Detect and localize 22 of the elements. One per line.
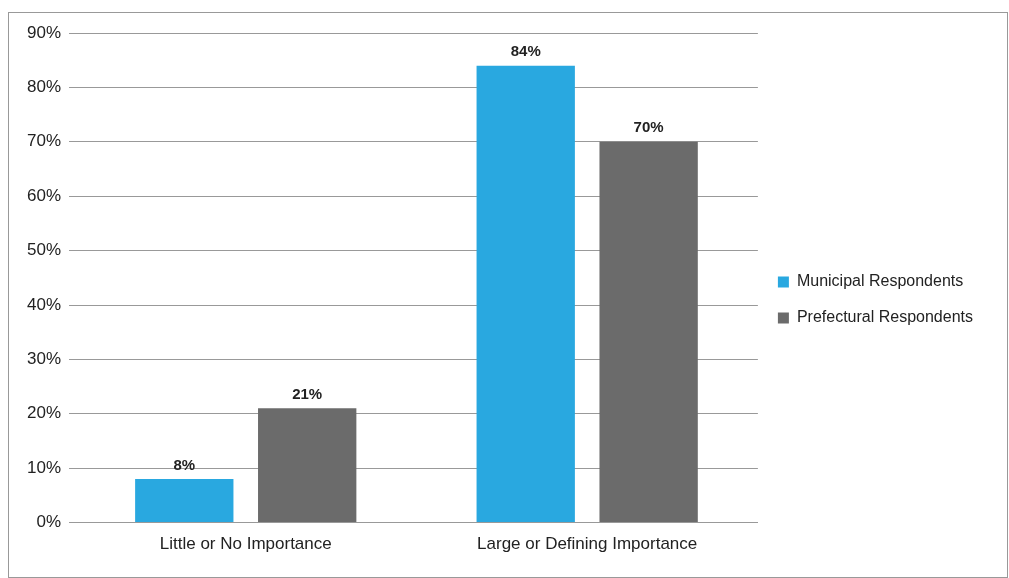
data-label: 70%	[633, 118, 664, 136]
y-tick-label: 40%	[26, 294, 62, 314]
data-label: 84%	[510, 42, 541, 60]
bar	[476, 65, 575, 523]
y-tick-label: 30%	[26, 349, 62, 369]
legend-label: Prefectural Respondents	[796, 308, 974, 326]
legend-label: Municipal Respondents	[796, 272, 964, 290]
y-tick-label: 80%	[26, 77, 62, 97]
x-tick-label: Large or Defining Importance	[477, 534, 698, 554]
y-tick-label: 90%	[26, 22, 62, 42]
data-label: 21%	[292, 385, 323, 402]
y-tick-label: 10%	[26, 457, 62, 477]
y-tick-label: 70%	[26, 131, 62, 151]
y-tick-label: 60%	[26, 185, 62, 205]
bar	[599, 141, 698, 523]
y-tick-label: 50%	[26, 240, 62, 260]
y-tick-label: 0%	[36, 512, 62, 532]
bar	[258, 408, 357, 523]
data-label: 8%	[173, 455, 196, 473]
y-tick-label: 20%	[26, 403, 62, 423]
x-tick-label: Little or No Importance	[159, 534, 332, 554]
bar	[135, 479, 234, 523]
